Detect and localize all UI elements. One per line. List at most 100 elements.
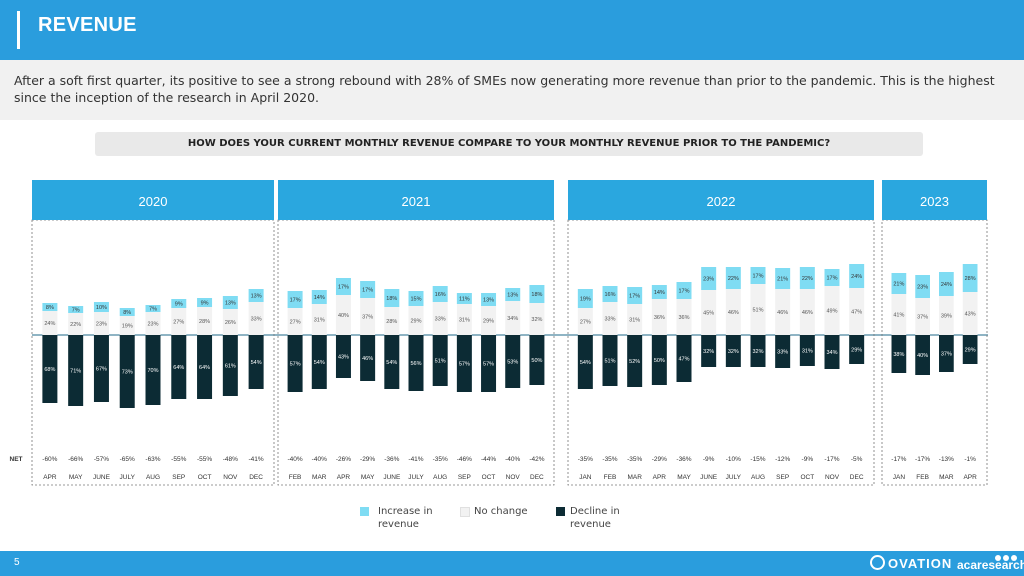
bar-increase [145, 305, 161, 312]
net-value: -65% [120, 456, 135, 463]
bar-no-change [248, 302, 264, 335]
category-label: FEB [289, 474, 302, 481]
bar-increase [408, 291, 424, 306]
data-label-increase: 22% [728, 276, 739, 282]
bar-increase [42, 303, 58, 311]
bar-increase [197, 298, 213, 307]
data-label-increase: 17% [290, 298, 301, 304]
category-label: JUNE [383, 474, 401, 481]
data-label-increase: 17% [362, 288, 373, 294]
page-title: REVENUE [38, 14, 137, 36]
data-label-no-change: 28% [199, 319, 210, 325]
data-label-increase: 16% [604, 292, 615, 298]
year-label-2020: 2020 [139, 194, 168, 209]
data-label-no-change: 46% [777, 310, 788, 316]
category-label: SEP [776, 474, 789, 481]
year-header-2020 [32, 180, 274, 220]
data-label-no-change: 37% [362, 315, 373, 321]
bar-decline [627, 335, 643, 387]
data-label-decline: 71% [70, 369, 81, 375]
net-value: -63% [145, 456, 160, 463]
bar-decline [775, 335, 791, 368]
bar-decline [197, 335, 213, 399]
bar-increase [119, 308, 135, 316]
data-label-increase: 14% [654, 290, 665, 296]
data-label-increase: 18% [531, 292, 542, 298]
data-label-decline: 53% [507, 360, 518, 366]
year-label-2023: 2023 [920, 194, 949, 209]
bar-decline [750, 335, 766, 367]
data-label-no-change: 39% [941, 314, 952, 320]
bar-no-change [676, 299, 692, 335]
category-label: APR [43, 474, 57, 481]
category-label: APR [963, 474, 977, 481]
bar-no-change [171, 308, 187, 335]
data-label-no-change: 40% [338, 313, 349, 319]
bar-decline [962, 335, 978, 364]
data-label-increase: 24% [941, 282, 952, 288]
bar-decline [68, 335, 84, 406]
data-label-no-change: 49% [826, 309, 837, 315]
category-label: NOV [506, 474, 521, 481]
category-label: JULY [120, 474, 136, 481]
data-label-no-change: 36% [654, 315, 665, 321]
data-label-decline: 46% [362, 356, 373, 362]
data-label-decline: 31% [802, 349, 813, 355]
data-label-decline: 51% [435, 359, 446, 365]
category-label: SEP [172, 474, 185, 481]
survey-question: HOW DOES YOUR CURRENT MONTHLY REVENUE CO… [95, 132, 923, 156]
category-label: MAY [69, 474, 83, 481]
bar-no-change [408, 306, 424, 335]
data-label-no-change: 24% [44, 321, 55, 327]
bar-decline [481, 335, 497, 392]
net-value: -44% [481, 456, 496, 463]
category-label: APR [337, 474, 351, 481]
data-label-decline: 68% [44, 367, 55, 373]
category-label: MAR [312, 474, 327, 481]
data-label-decline: 38% [893, 352, 904, 358]
net-value: -36% [384, 456, 399, 463]
bar-increase [68, 306, 84, 313]
data-label-no-change: 31% [629, 318, 640, 324]
bar-decline [42, 335, 58, 403]
data-label-increase: 13% [483, 298, 494, 304]
data-label-decline: 50% [654, 358, 665, 364]
data-label-decline: 32% [703, 349, 714, 355]
data-label-no-change: 29% [483, 319, 494, 325]
bar-increase [384, 289, 400, 307]
bar-increase [651, 285, 667, 299]
data-label-increase: 9% [201, 301, 209, 307]
bar-no-change [750, 284, 766, 335]
category-label: OCT [198, 474, 212, 481]
bar-increase [171, 299, 187, 308]
bar-decline [676, 335, 692, 382]
category-label: AUG [751, 474, 765, 481]
bar-decline [408, 335, 424, 391]
category-label: AUG [433, 474, 447, 481]
bar-no-change [915, 298, 930, 335]
bar-increase [725, 267, 741, 289]
bar-no-change [335, 295, 351, 335]
data-label-decline: 56% [410, 361, 421, 367]
data-label-increase: 8% [123, 310, 131, 316]
net-value: -9% [802, 456, 814, 463]
net-value: -40% [287, 456, 302, 463]
category-label: DEC [530, 474, 544, 481]
bar-increase [602, 286, 618, 302]
revenue-chart: 2020 68% 24% 8% -60% APR 71% 22% 7% -66% MAY 67% 23%… [10, 180, 988, 486]
net-value: -35% [433, 456, 448, 463]
data-label-decline: 54% [251, 360, 262, 366]
data-label-decline: 43% [338, 355, 349, 361]
data-label-decline: 73% [122, 370, 133, 376]
year-header-2022 [568, 180, 874, 220]
bar-increase [335, 278, 351, 295]
bar-decline [287, 335, 303, 392]
data-label-increase: 23% [703, 277, 714, 283]
data-label-increase: 7% [72, 308, 80, 314]
bar-no-change [360, 298, 376, 335]
ovation-ring-icon [870, 555, 885, 570]
data-label-increase: 11% [459, 297, 470, 303]
bar-no-change [939, 296, 954, 335]
data-label-increase: 21% [893, 282, 904, 288]
bar-increase [311, 290, 327, 304]
